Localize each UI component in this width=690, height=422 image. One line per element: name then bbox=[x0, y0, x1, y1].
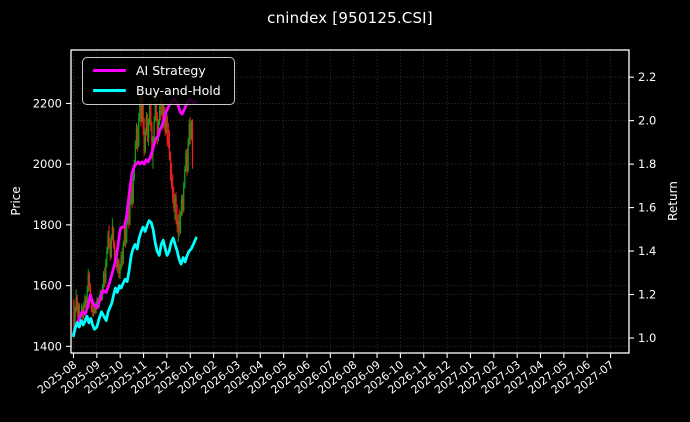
svg-text:2000: 2000 bbox=[33, 157, 62, 171]
x-tick-labels: 2025-082025-092025-102025-112025-122026-… bbox=[35, 358, 616, 397]
plot-border bbox=[70, 49, 630, 354]
svg-text:2.2: 2.2 bbox=[638, 70, 656, 84]
svg-text:1.2: 1.2 bbox=[638, 288, 656, 302]
chart-title: cnindex [950125.CSI] bbox=[267, 9, 433, 27]
legend-label: Buy-and-Hold bbox=[136, 83, 221, 99]
svg-text:1.8: 1.8 bbox=[638, 157, 656, 171]
svg-text:1400: 1400 bbox=[33, 339, 62, 353]
price-tick-labels: 1400 1600 1800 2000 2200 bbox=[33, 96, 62, 353]
svg-text:1.6: 1.6 bbox=[638, 201, 656, 215]
svg-text:1600: 1600 bbox=[33, 279, 62, 293]
legend-item-buy-and-hold: Buy-and-Hold bbox=[93, 84, 221, 97]
svg-text:2.0: 2.0 bbox=[638, 114, 656, 128]
buy-and-hold-line bbox=[72, 219, 198, 338]
legend-item-ai-strategy: AI Strategy bbox=[93, 64, 221, 77]
buy-and-hold-line-swatch bbox=[93, 88, 126, 93]
legend: AI Strategy Buy-and-Hold bbox=[82, 57, 235, 106]
svg-text:2200: 2200 bbox=[33, 96, 62, 110]
return-tick-labels: 1.0 1.2 1.4 1.6 1.8 2.0 2.2 bbox=[638, 70, 656, 345]
axis-ticks bbox=[66, 76, 634, 358]
ai-strategy-line-swatch bbox=[93, 68, 126, 73]
legend-label: AI Strategy bbox=[136, 63, 206, 78]
svg-text:1.4: 1.4 bbox=[638, 244, 656, 258]
svg-text:1.0: 1.0 bbox=[638, 331, 656, 345]
ai-strategy-line bbox=[72, 97, 198, 336]
svg-text:1800: 1800 bbox=[33, 218, 62, 232]
